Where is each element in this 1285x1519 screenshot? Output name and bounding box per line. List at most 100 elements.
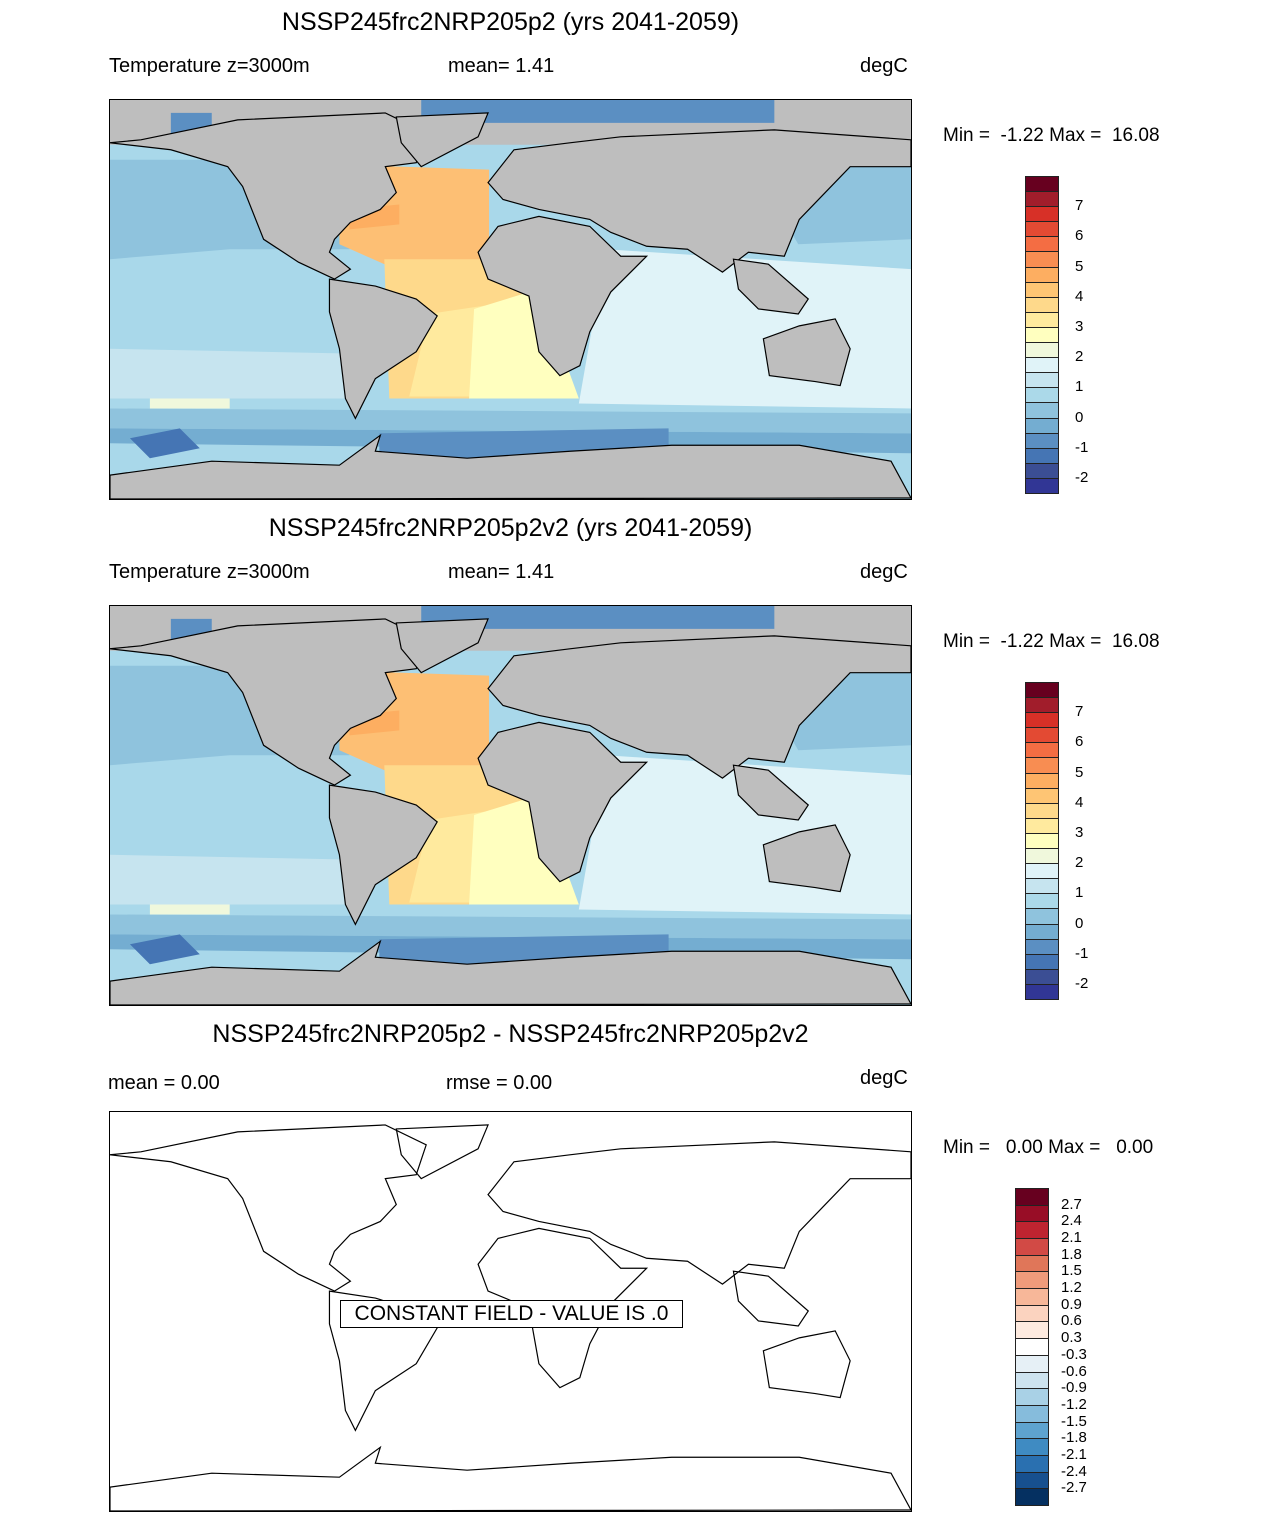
colorbar-swatch <box>1015 1221 1049 1240</box>
ocean-field-southern-band-1 <box>110 914 911 940</box>
colorbar-swatch <box>1025 893 1059 910</box>
colorbar-swatch <box>1025 983 1059 1000</box>
coastline-australia <box>762 318 851 387</box>
colorbar-swatch <box>1025 712 1059 729</box>
ocean-field-southern-light <box>149 398 230 409</box>
colorbar-tick-label: 5 <box>1075 257 1084 275</box>
colorbar-swatch <box>1025 682 1059 699</box>
colorbar-tick-label: -2 <box>1075 974 1089 992</box>
colorbar-tick-label: -1 <box>1075 438 1089 456</box>
colorbar-swatch <box>1025 477 1059 494</box>
mean-label: mean = 0.00 <box>108 1072 220 1094</box>
colorbar-tick-label: 2.7 <box>1061 1195 1082 1213</box>
colorbar-swatch <box>1015 1338 1049 1356</box>
colorbar: 7 6 5 4 3 2 1 0 -1 -2 <box>1025 682 1119 1000</box>
colorbar-tick-label: -0.3 <box>1061 1345 1087 1363</box>
colorbar-swatch <box>1025 387 1059 404</box>
panel-title: NSSP245frc2NRP205p2 - NSSP245frc2NRP205p… <box>212 1020 809 1048</box>
colorbar-swatch <box>1015 1271 1049 1290</box>
colorbar-swatch <box>1025 176 1059 193</box>
colorbar-swatch <box>1015 1188 1049 1206</box>
colorbar-swatch <box>1025 447 1059 464</box>
colorbar-swatch <box>1015 1421 1049 1440</box>
rmse-label: rmse = 0.00 <box>446 1072 553 1094</box>
colorbar-tick-label: -2.7 <box>1061 1479 1087 1497</box>
mean-label: mean= 1.41 <box>448 55 555 77</box>
colorbar-tick-label: 2.1 <box>1061 1229 1082 1247</box>
colorbar-swatch <box>1025 357 1059 374</box>
colorbar-swatch <box>1025 878 1059 895</box>
map-plot <box>109 99 912 500</box>
colorbar-tick-label: 4 <box>1075 793 1084 811</box>
colorbar-swatch <box>1025 757 1059 774</box>
colorbar-swatch <box>1025 221 1059 238</box>
units-label: degC <box>860 561 908 583</box>
panel-model-a: NSSP245frc2NRP205p2 (yrs 2041-2059) Temp… <box>0 0 1285 506</box>
panel-model-b: NSSP245frc2NRP205p2v2 (yrs 2041-2059) Te… <box>0 506 1285 1012</box>
colorbar-swatch <box>1015 1454 1049 1473</box>
coastline-maritime-continent <box>732 1270 810 1327</box>
min-max-label: Min = 0.00 Max = 0.00 <box>943 1137 1154 1158</box>
coastline-north-america <box>110 618 427 786</box>
min-max-label: Min = -1.22 Max = 16.08 <box>943 125 1160 146</box>
colorbar-swatch <box>1025 296 1059 313</box>
colorbar-tick-label: 1 <box>1075 884 1084 902</box>
colorbar-tick-label: 6 <box>1075 227 1084 245</box>
colorbar-swatch <box>1015 1471 1049 1490</box>
colorbar-swatch <box>1025 697 1059 714</box>
panel-title: NSSP245frc2NRP205p2v2 (yrs 2041-2059) <box>268 514 753 542</box>
colorbar-tick-label: -1.2 <box>1061 1395 1087 1413</box>
map-canvas <box>110 100 911 499</box>
colorbar-swatch <box>1025 848 1059 865</box>
colorbar-tick-label: 4 <box>1075 287 1084 305</box>
coastline-maritime-continent <box>732 764 810 821</box>
colorbar-swatch <box>1025 191 1059 208</box>
coastline-antarctica <box>110 433 911 499</box>
colorbar-swatch <box>1015 1204 1049 1223</box>
colorbar-swatch <box>1025 772 1059 789</box>
colorbar-swatch <box>1025 817 1059 834</box>
colorbar-swatch <box>1025 742 1059 759</box>
colorbar-swatch <box>1025 908 1059 925</box>
map-canvas <box>110 606 911 1005</box>
map-plot <box>109 605 912 1006</box>
coastline-australia <box>762 1330 851 1399</box>
mean-label: mean= 1.41 <box>448 561 555 583</box>
ocean-field-arctic-basin <box>421 606 775 629</box>
colorbar-swatch <box>1015 1321 1049 1340</box>
colorbar-swatch <box>1025 953 1059 970</box>
colorbar-swatch <box>1015 1488 1049 1506</box>
colorbar-swatch <box>1015 1438 1049 1456</box>
colorbar-tick-label: 3 <box>1075 823 1084 841</box>
colorbar-swatch <box>1025 266 1059 283</box>
colorbar-swatch <box>1015 1388 1049 1406</box>
colorbar-tick-label: 2 <box>1075 348 1084 366</box>
coastline-eurasia <box>487 129 911 273</box>
colorbar-tick-label: -0.6 <box>1061 1362 1087 1380</box>
colorbar-swatch <box>1025 206 1059 223</box>
colorbar-tick-label: 1.2 <box>1061 1279 1082 1297</box>
colorbar-swatch <box>1025 432 1059 449</box>
colorbar-tick-label: -2 <box>1075 468 1089 486</box>
coastline-greenland <box>395 1124 489 1180</box>
coastline-eurasia <box>487 1141 911 1285</box>
ocean-field-southern-light <box>149 904 230 915</box>
colorbar: 2.7 2.4 2.1 1.8 1.5 1.2 0.9 0.6 0.3 -0.3 -0.6 -0.9-… <box>1015 1188 1109 1506</box>
colorbar-swatch <box>1025 727 1059 744</box>
colorbar-swatch <box>1025 236 1059 253</box>
colorbar-tick-label: 1.8 <box>1061 1245 1082 1263</box>
ocean-field-southern-band-1 <box>110 408 911 434</box>
colorbar-swatch <box>1025 311 1059 328</box>
colorbar-tick-label: 1 <box>1075 378 1084 396</box>
colorbar-swatch <box>1025 281 1059 298</box>
colorbar-swatch <box>1025 802 1059 819</box>
units-label: degC <box>860 1067 908 1089</box>
colorbar-swatch <box>1025 372 1059 389</box>
colorbar-tick-label: -1 <box>1075 944 1089 962</box>
colorbar-tick-label: 3 <box>1075 317 1084 335</box>
variable-label: Temperature z=3000m <box>109 561 310 583</box>
coastline-australia <box>762 824 851 893</box>
coastline-antarctica <box>110 939 911 1005</box>
colorbar-swatch <box>1015 1288 1049 1306</box>
colorbar-tick-label: 0 <box>1075 408 1084 426</box>
